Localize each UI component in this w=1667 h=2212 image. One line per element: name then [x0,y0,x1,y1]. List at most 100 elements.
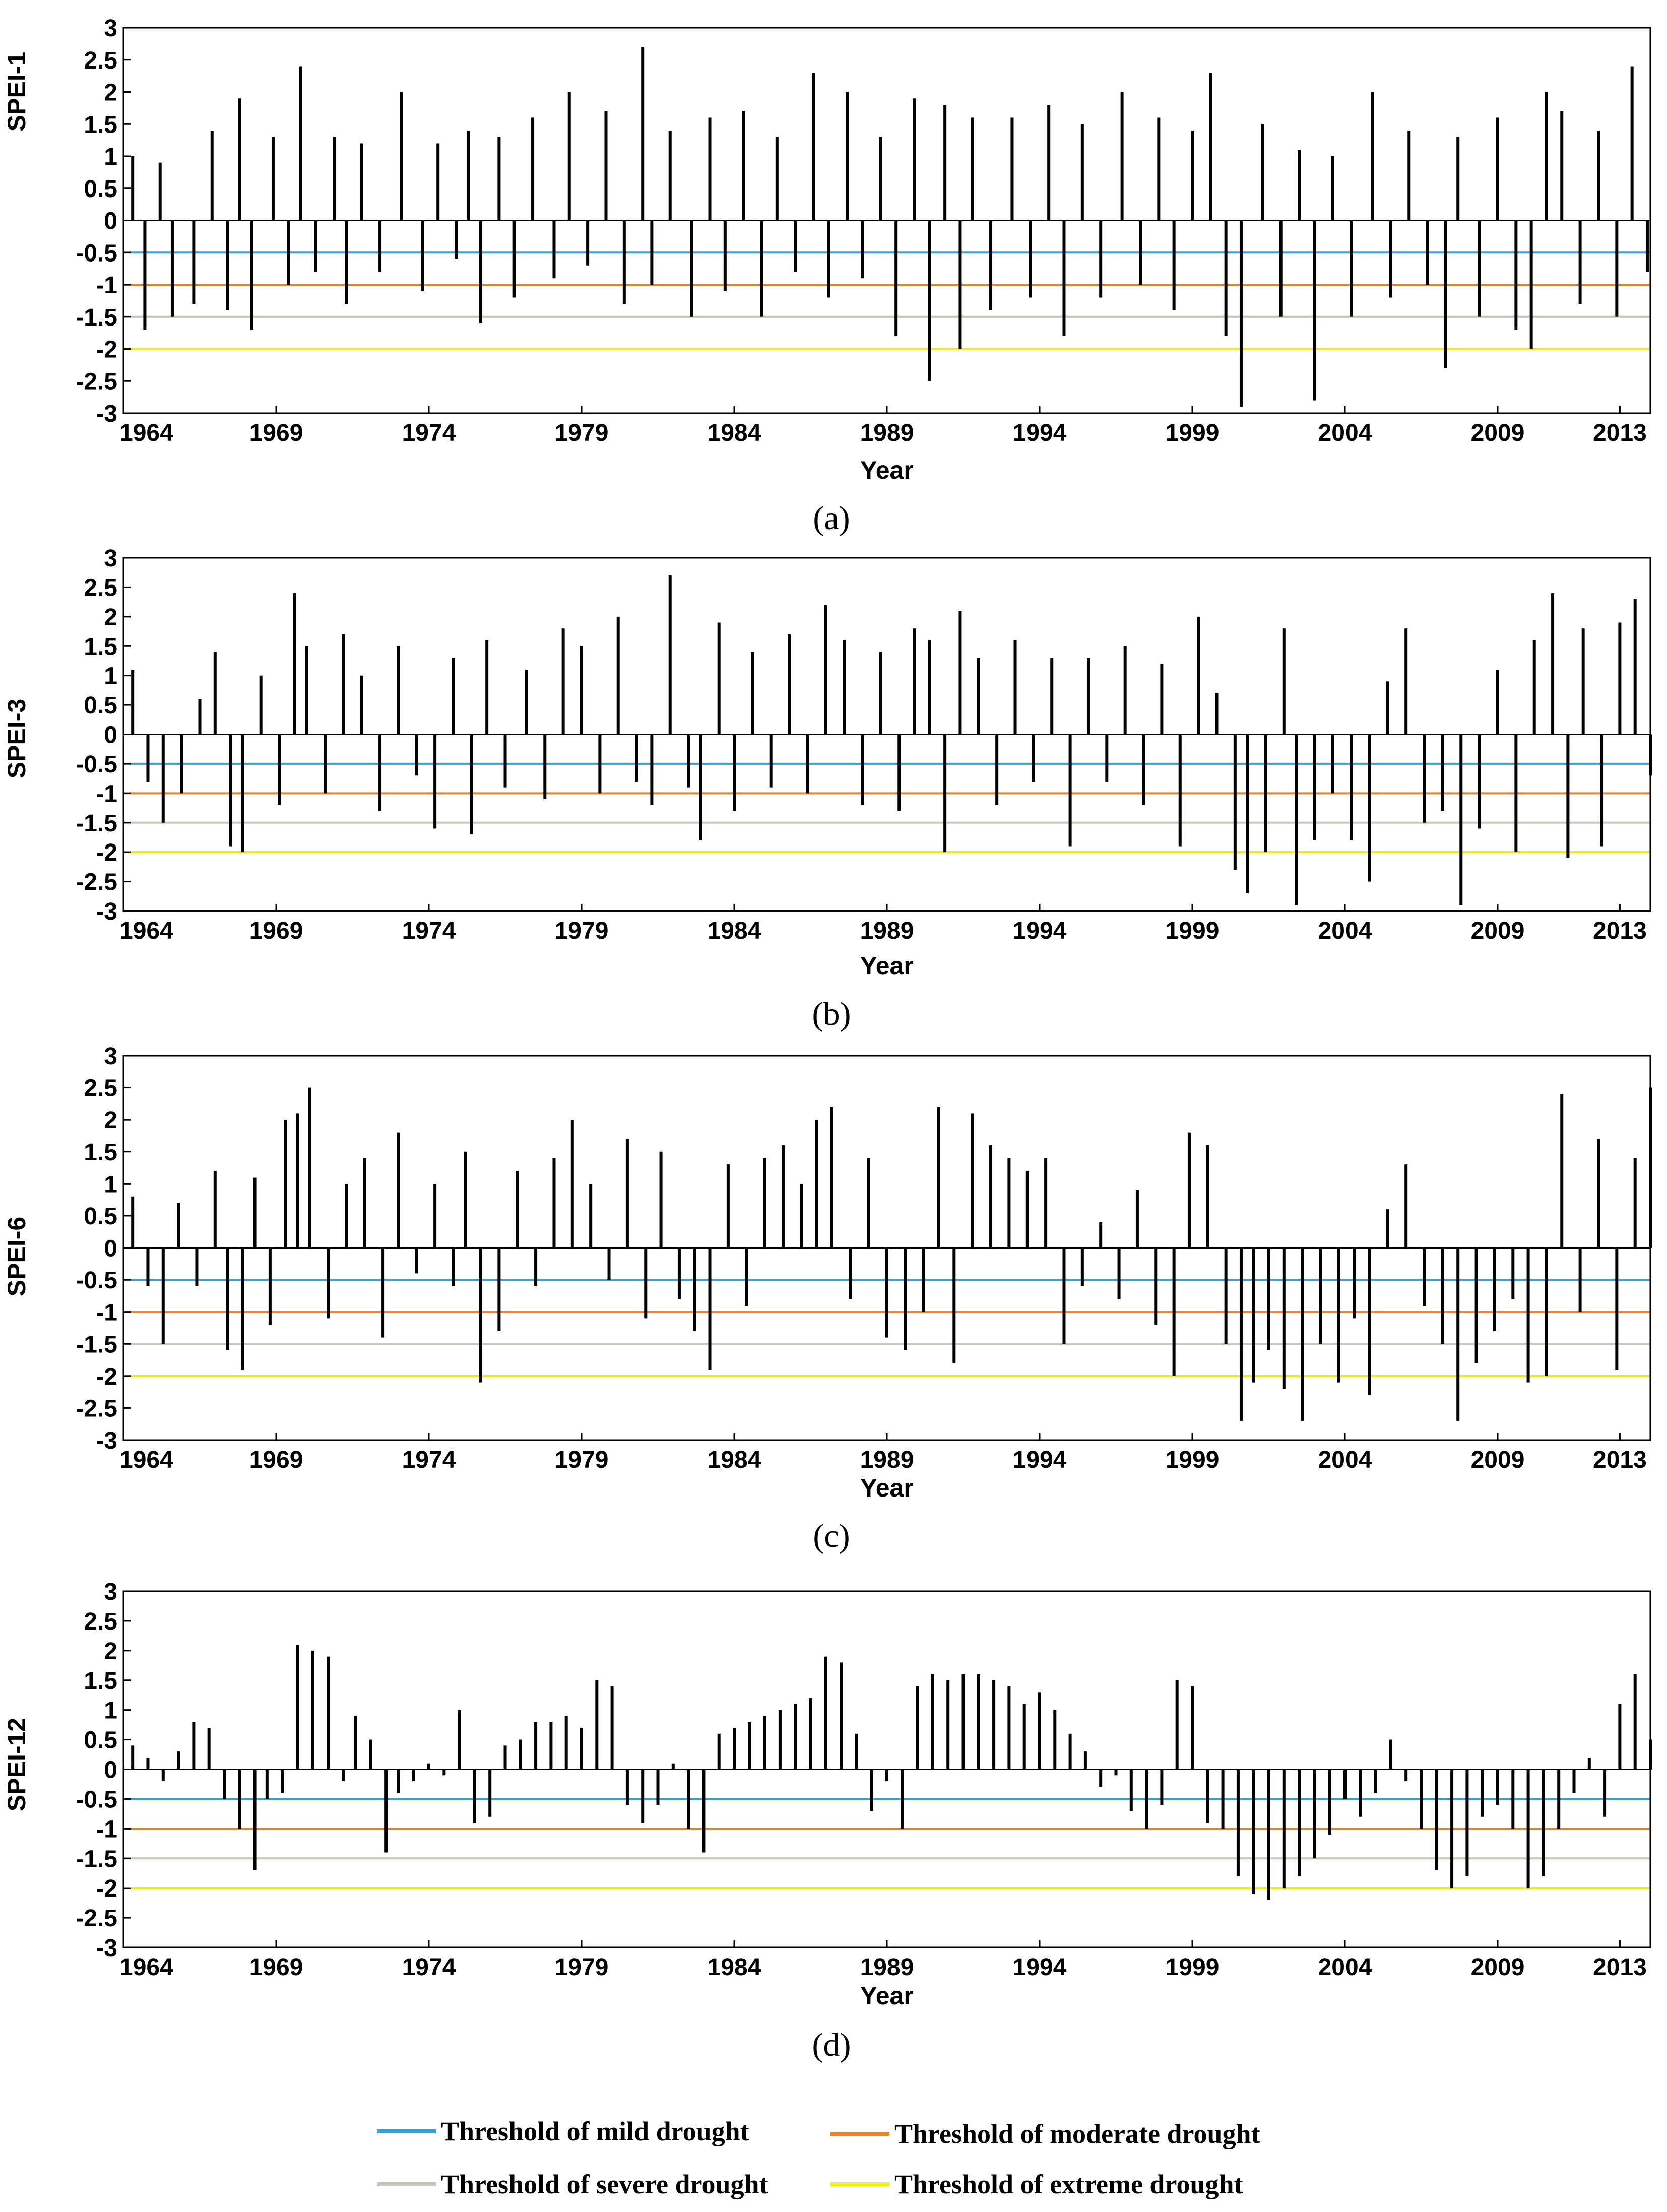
spei-3-bar [1068,734,1072,847]
spei-6-bar [146,1248,150,1286]
spei-1-bar [989,220,993,310]
x-tick-label: 2013 [1593,1954,1647,1981]
x-tick-label: 1994 [1013,420,1067,446]
spei-1-bar [143,220,147,330]
y-tick-label: 0 [104,1235,117,1262]
spei-12-bar [901,1769,904,1829]
spei-3-bar [1514,734,1518,853]
spei-1-bar [131,156,135,221]
spei-6-bar [952,1248,956,1363]
spei-1-bar [1615,220,1619,317]
spei-1-bar [1578,220,1582,304]
spei-1-bar [299,66,302,221]
spei-1-bar [531,117,535,221]
spei-3-bar [977,658,980,735]
spei-12-bar [1298,1769,1301,1876]
spei-1-bar [827,220,830,298]
y-tick-label: 2.5 [84,1608,117,1635]
x-tick-label: 2013 [1593,918,1647,944]
y-tick-label: 3 [104,15,117,42]
spei-12-bar [1359,1769,1362,1817]
spei-6-bar [677,1248,681,1299]
spei-1-bar [345,220,348,304]
x-tick-label: 2009 [1471,420,1525,446]
spei-6-bar [644,1248,648,1319]
spei-3-bar [293,593,296,735]
spei-6-bar [1154,1248,1158,1325]
spei-6-bar [268,1248,272,1325]
spei-3-bar [1496,669,1499,735]
spei-6-bar [607,1248,611,1280]
spei-3-bar [503,734,507,788]
spei-6-bar [1474,1248,1478,1363]
spei-12-bars [131,1645,1652,1900]
spei-12-bar [1420,1769,1423,1829]
spei-12-bar [1603,1769,1607,1817]
x-tick-label: 1969 [249,1954,303,1981]
spei-3-bar [1032,734,1035,782]
spei-12-bar [1435,1769,1438,1870]
spei-6-bar [781,1145,785,1248]
spei-12-bar [1481,1769,1484,1817]
spei-3-bar [1441,734,1444,811]
spei-1-bar [668,131,672,221]
spei-12-bar [885,1769,888,1782]
y-tick-label: 2 [104,1107,117,1134]
spei-1-bars [131,47,1649,407]
y-tick-label: -2 [96,839,117,866]
spei-12-bar [1099,1769,1103,1787]
spei-1-bar [1560,111,1564,221]
spei-3-bar [1086,658,1090,735]
x-tick-label: 1969 [249,918,303,944]
spei-3-bar [229,734,232,847]
y-tick-label: 2.5 [84,47,117,74]
spei-3-bar [378,734,382,811]
spei-6-bar [1080,1248,1084,1286]
spei-3-bar [146,734,150,782]
spei-1-bar [467,131,470,221]
spei-12-bar [534,1722,538,1770]
spei-3-bar [1123,646,1127,735]
spei-12-bar [296,1645,299,1770]
spei-12-bar [794,1704,797,1770]
x-tick-label: 1994 [1013,1447,1067,1473]
spei-3-bar [397,646,400,735]
spei-6-bar [1423,1248,1426,1306]
spei-12-bar [931,1674,934,1770]
y-tick-label: -0.5 [76,1267,117,1294]
spei-12-bar [1450,1769,1454,1889]
x-tick-label: 1999 [1166,1447,1220,1473]
spei-12-bar [1038,1692,1041,1770]
spei-12-bar [503,1745,507,1770]
spei-3-bar [1178,734,1182,847]
x-axis-title: Year [860,456,914,484]
spei-6-bar [497,1248,501,1331]
x-axis-title: Year [860,1982,914,2010]
spei-3-bar [1386,681,1389,735]
spei-1-bar [360,143,363,221]
spei-12-bar [1267,1769,1270,1900]
spei-6-bar [1441,1248,1444,1344]
spei-6-bar [625,1139,629,1248]
x-tick-label: 1979 [555,1954,609,1981]
spei-12-bar [1526,1769,1530,1889]
spei-3-bar [1600,734,1604,847]
y-tick-label: 1 [104,1698,117,1724]
spei-3-bar [241,734,244,853]
spei-6-bar [464,1151,467,1248]
spei-6-bar [1319,1248,1322,1344]
spei-6-bar [433,1184,437,1248]
spei-6-bar [1025,1170,1029,1248]
spei-3-bar [769,734,773,788]
spei-3-bar [452,658,455,735]
spei-3-bar [161,734,165,823]
x-tick-label: 1974 [402,918,456,944]
spei-1-bar [1313,220,1316,401]
spei-3-bar [751,652,754,735]
spei-1-bar [1047,105,1051,221]
spei-3-bar [861,734,864,805]
spei-1-bar [1645,220,1649,272]
spei-12-bar [763,1716,766,1770]
